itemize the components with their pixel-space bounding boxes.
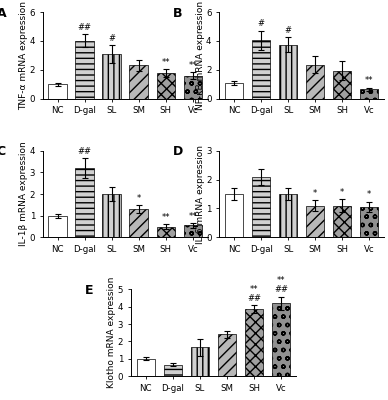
- Text: **: **: [161, 213, 170, 222]
- Bar: [225, 83, 243, 99]
- Bar: [279, 194, 297, 237]
- Bar: [333, 70, 352, 99]
- Text: ##: ##: [78, 23, 92, 32]
- Bar: [225, 194, 243, 237]
- Text: E: E: [85, 284, 93, 297]
- Text: C: C: [0, 146, 5, 158]
- Bar: [333, 206, 352, 237]
- Y-axis label: IL-1β mRNA expression: IL-1β mRNA expression: [19, 142, 28, 246]
- Y-axis label: TNF-α mRNA expression: TNF-α mRNA expression: [19, 1, 28, 110]
- Text: *: *: [367, 190, 371, 199]
- Text: **: **: [189, 212, 197, 221]
- Text: ##: ##: [78, 147, 92, 156]
- Text: #: #: [285, 26, 292, 35]
- Y-axis label: NF-κB mRNA expression: NF-κB mRNA expression: [196, 1, 204, 110]
- Bar: [252, 177, 270, 237]
- Bar: [102, 54, 121, 99]
- Bar: [279, 44, 297, 99]
- Bar: [272, 303, 290, 376]
- Text: B: B: [173, 7, 182, 20]
- Bar: [360, 207, 378, 237]
- Bar: [102, 194, 121, 237]
- Text: #: #: [258, 19, 265, 28]
- Text: #: #: [108, 34, 115, 43]
- Text: **: **: [189, 61, 197, 70]
- Bar: [245, 309, 263, 376]
- Text: **: **: [250, 285, 258, 294]
- Bar: [130, 209, 148, 237]
- Text: *: *: [313, 189, 317, 198]
- Bar: [156, 226, 175, 237]
- Bar: [75, 168, 94, 237]
- Bar: [252, 40, 270, 99]
- Bar: [184, 76, 202, 99]
- Bar: [218, 334, 236, 376]
- Text: ##: ##: [274, 285, 288, 294]
- Bar: [184, 226, 202, 237]
- Text: **: **: [365, 76, 374, 85]
- Bar: [306, 65, 324, 99]
- Text: *: *: [137, 194, 141, 203]
- Bar: [306, 206, 324, 237]
- Bar: [156, 73, 175, 99]
- Text: A: A: [0, 7, 6, 20]
- Bar: [48, 84, 67, 99]
- Bar: [164, 365, 182, 376]
- Text: D: D: [173, 146, 183, 158]
- Text: ##: ##: [247, 294, 261, 303]
- Bar: [360, 89, 378, 99]
- Y-axis label: Klotho mRNA expression: Klotho mRNA expression: [107, 277, 116, 388]
- Text: *: *: [340, 188, 344, 196]
- Bar: [130, 66, 148, 99]
- Y-axis label: IL-6 mRNA expression: IL-6 mRNA expression: [196, 144, 204, 244]
- Bar: [137, 359, 155, 376]
- Bar: [191, 347, 209, 376]
- Text: **: **: [277, 276, 285, 285]
- Text: **: **: [161, 58, 170, 67]
- Bar: [48, 216, 67, 237]
- Bar: [75, 41, 94, 99]
